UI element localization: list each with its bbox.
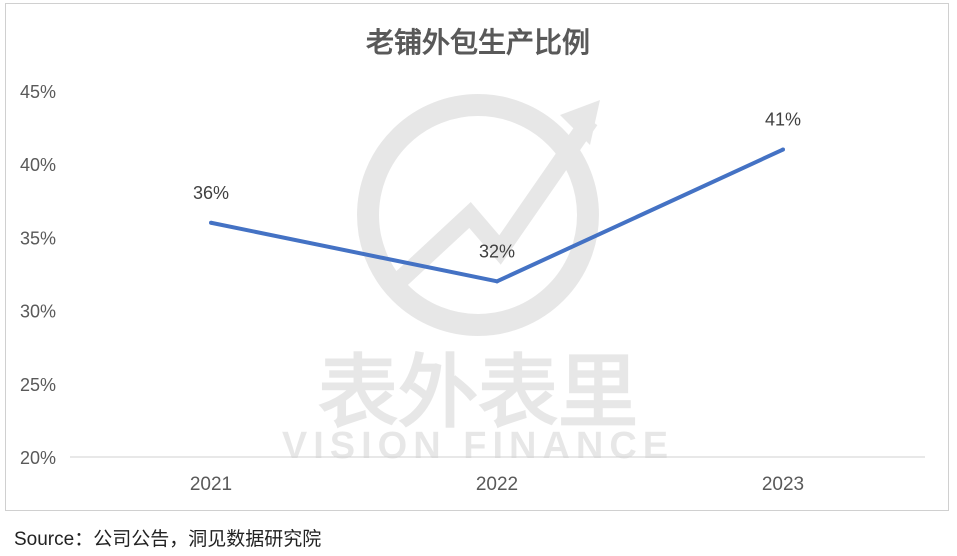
watermark-en: VISION FINANCE — [282, 425, 674, 467]
chart-title: 老铺外包生产比例 — [366, 27, 590, 58]
data-point — [781, 147, 785, 152]
y-tick-label: 20% — [20, 448, 56, 468]
data-point — [495, 279, 499, 284]
data-label: 36% — [193, 183, 229, 203]
watermark: 表外表里 VISION FINANCE — [282, 94, 674, 467]
source-note: Source：公司公告，洞见数据研究院 — [14, 529, 322, 550]
y-tick-label: 30% — [20, 302, 56, 322]
data-label: 41% — [765, 110, 801, 130]
y-tick-label: 25% — [20, 375, 56, 395]
data-point — [209, 220, 213, 225]
chart-frame — [5, 3, 949, 511]
x-tick-label: 2021 — [190, 474, 232, 495]
y-tick-label: 35% — [20, 228, 56, 248]
x-tick-label: 2022 — [476, 474, 518, 495]
series-line — [210, 147, 784, 284]
x-tick-label: 2023 — [762, 474, 804, 495]
y-tick-label: 40% — [20, 155, 56, 175]
y-tick-label: 45% — [20, 82, 56, 102]
watermark-cn: 表外表里 — [318, 348, 638, 437]
data-label: 32% — [479, 241, 515, 261]
